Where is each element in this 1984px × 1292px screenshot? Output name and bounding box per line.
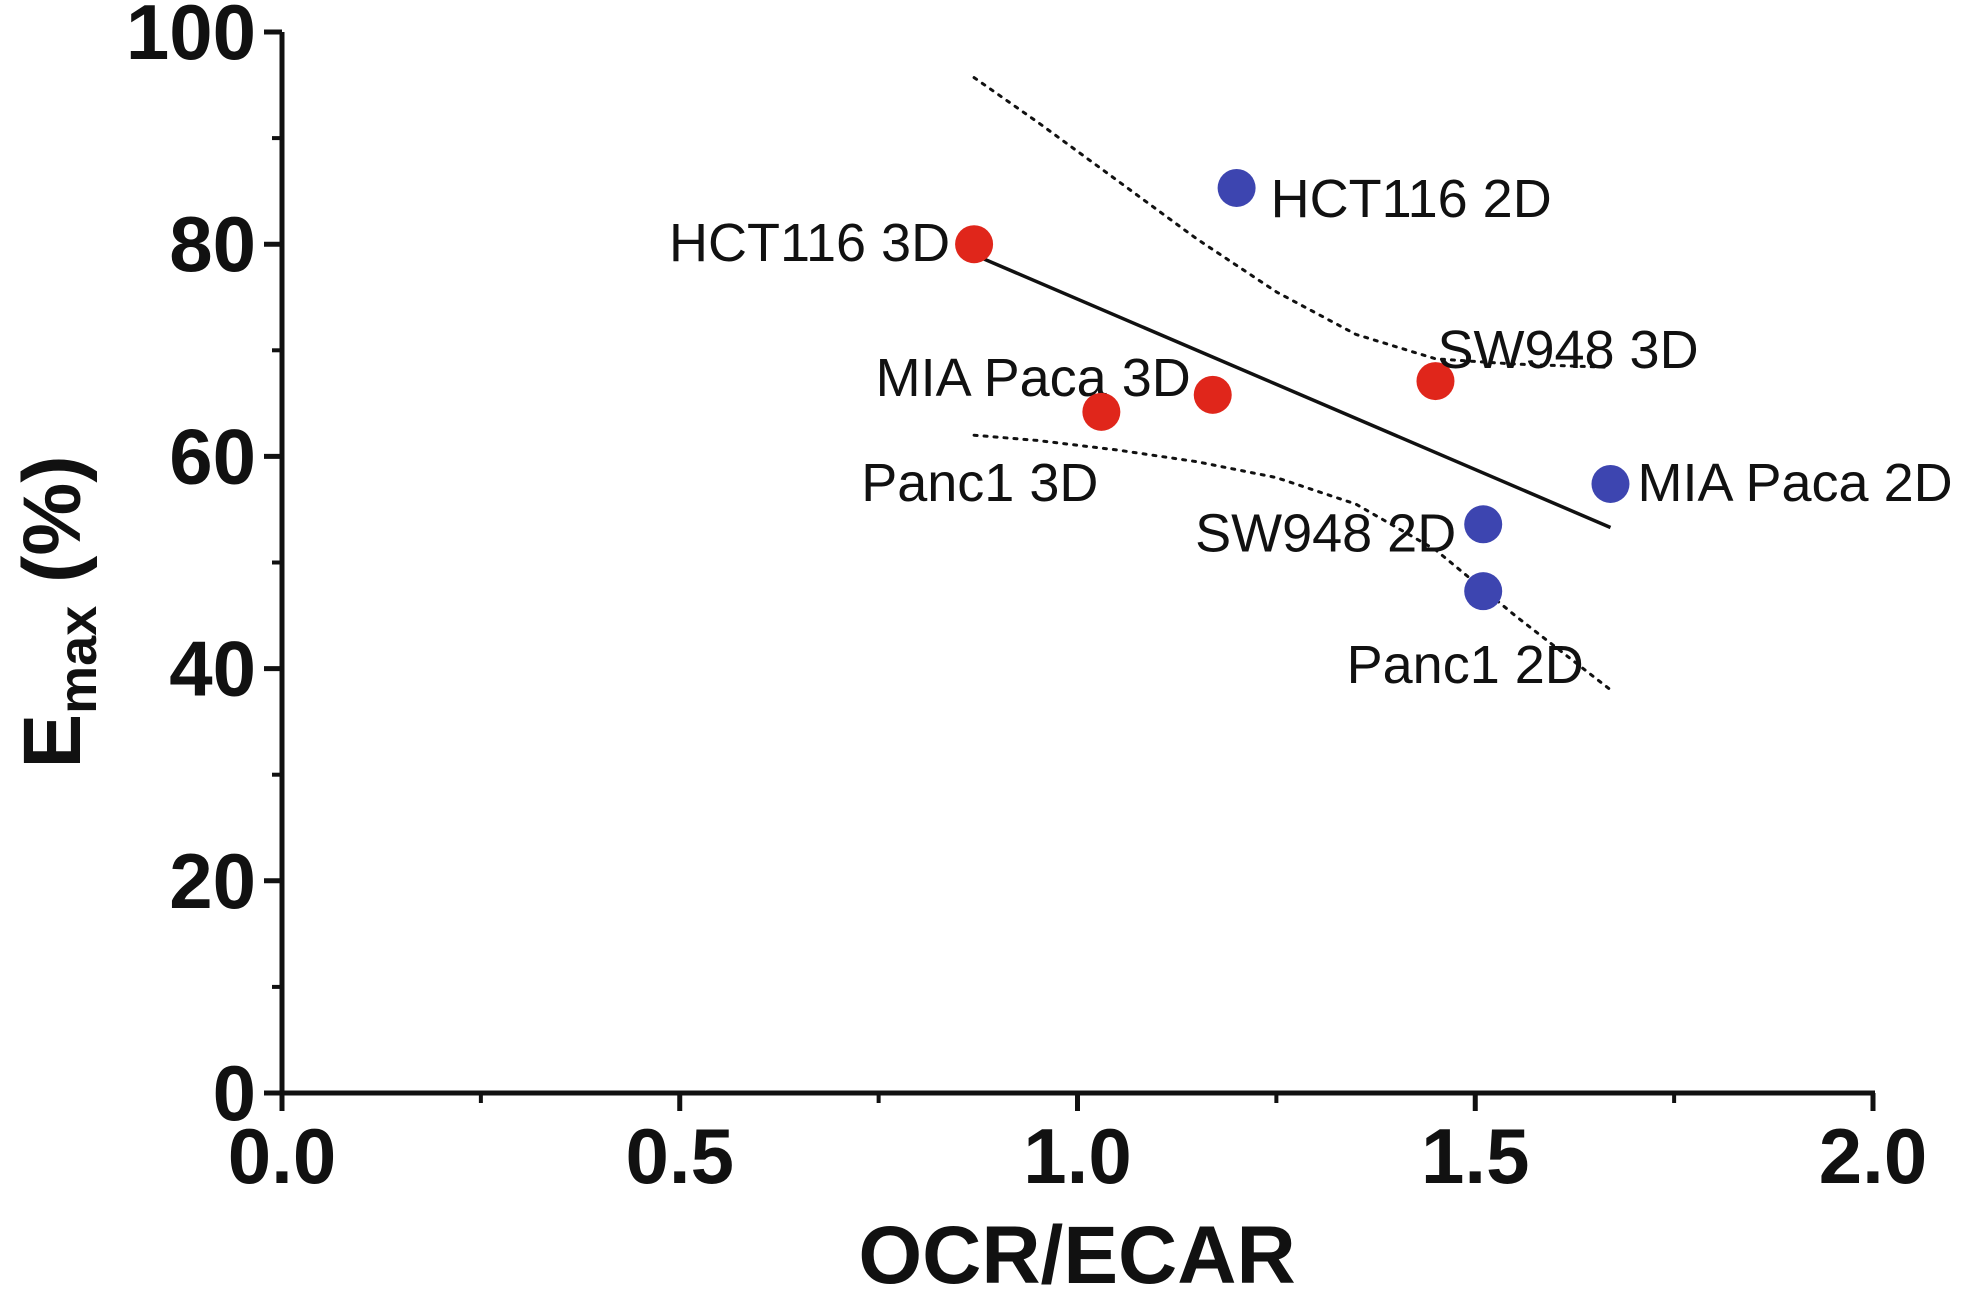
y-tick-label: 80 (169, 200, 256, 288)
point-label-mia-paca-3d: MIA Paca 3D (876, 348, 1191, 408)
y-tick-label: 20 (169, 837, 256, 925)
confidence-band-upper (972, 76, 1612, 369)
point-label-sw948-2d: SW948 2D (1195, 503, 1456, 563)
data-point-hct116-2d (1217, 168, 1256, 207)
x-tick-label: 2.0 (1819, 1112, 1927, 1200)
point-label-panc1-2d: Panc1 2D (1347, 635, 1584, 695)
y-axis-title-main: E (7, 714, 98, 769)
data-point-sw948-2d (1464, 505, 1503, 544)
y-axis-title-subscript: max (48, 606, 108, 714)
regression-line (973, 253, 1612, 530)
point-label-hct116-3d: HCT116 3D (669, 213, 950, 273)
y-axis-title-suffix: (%) (7, 455, 98, 605)
y-tick-label: 100 (126, 0, 256, 76)
data-point-sw948-3d (1416, 362, 1455, 401)
x-tick-label: 1.5 (1421, 1112, 1529, 1200)
point-label-panc1-3d: Panc1 3D (861, 453, 1098, 513)
data-point-mia-paca-2d (1591, 464, 1630, 503)
x-tick-label: 1.0 (1023, 1112, 1131, 1200)
x-tick-label: 0.0 (228, 1112, 336, 1200)
data-point-hct116-3d (955, 225, 994, 264)
x-tick-label: 0.5 (626, 1112, 734, 1200)
plot-area: 0.0 0.5 1.0 1.5 2.0 0 20 40 60 80 100 HCT116 3D MIA … (126, 0, 1953, 1200)
y-axis-title: Emax (%) (7, 455, 108, 768)
data-point-panc1-2d (1464, 572, 1503, 611)
y-tick-label: 60 (169, 412, 256, 500)
x-axis-title: OCR/ECAR (858, 1210, 1295, 1292)
point-label-mia-paca-2d: MIA Paca 2D (1637, 453, 1952, 513)
data-point-mia-paca-3d (1193, 375, 1232, 414)
data-point-panc1-3d (1082, 392, 1121, 431)
y-tick-label: 40 (169, 625, 256, 713)
point-label-hct116-2d: HCT116 2D (1271, 169, 1552, 229)
y-tick-label: 0 (213, 1049, 256, 1137)
point-label-sw948-3d: SW948 3D (1437, 320, 1698, 380)
